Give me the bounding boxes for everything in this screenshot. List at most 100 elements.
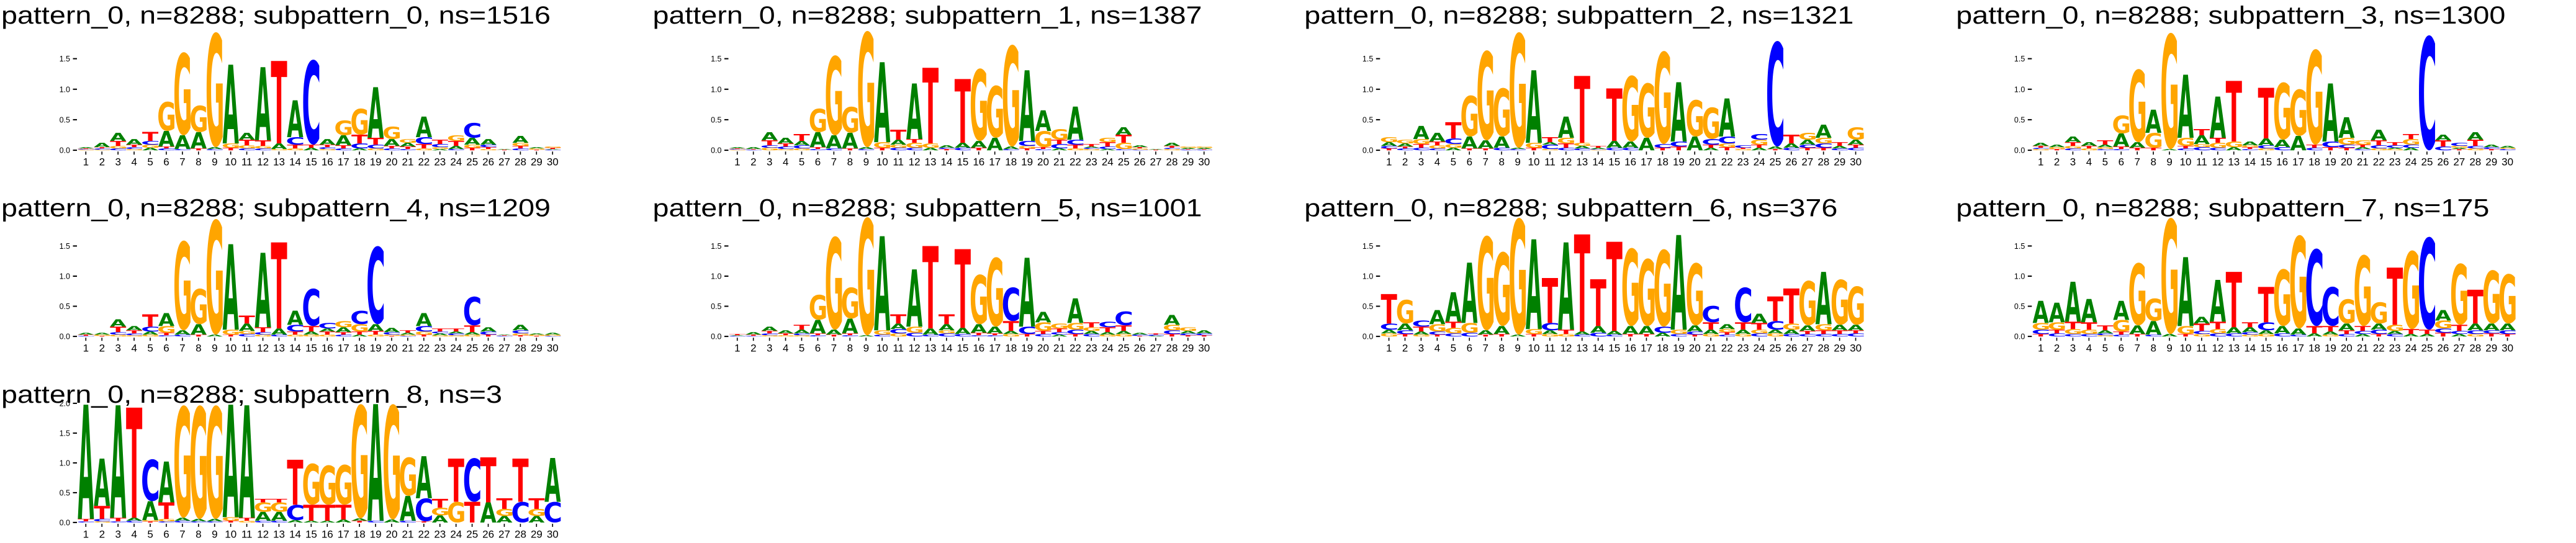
svg-text:6: 6 [1467, 156, 1472, 168]
svg-text:5: 5 [147, 343, 153, 354]
svg-text:24: 24 [1754, 156, 1765, 168]
svg-text:24: 24 [450, 529, 462, 541]
svg-text:21: 21 [1705, 343, 1717, 354]
svg-text:4: 4 [131, 529, 137, 541]
svg-text:1: 1 [83, 529, 89, 541]
svg-text:7: 7 [2134, 156, 2140, 168]
svg-text:19: 19 [1673, 343, 1685, 354]
svg-text:5: 5 [1451, 343, 1456, 354]
svg-text:8: 8 [847, 343, 853, 354]
svg-text:pattern_0, n=8288; subpattern_: pattern_0, n=8288; subpattern_1, ns=1387 [653, 2, 1202, 29]
svg-text:3: 3 [2070, 156, 2076, 168]
svg-text:1: 1 [2038, 343, 2043, 354]
svg-text:9: 9 [212, 343, 217, 354]
svg-text:18: 18 [2308, 343, 2320, 354]
svg-text:13: 13 [273, 529, 285, 541]
svg-text:3: 3 [115, 529, 120, 541]
svg-text:8: 8 [196, 529, 201, 541]
svg-text:6: 6 [815, 156, 821, 168]
svg-text:9: 9 [212, 156, 217, 168]
svg-text:3: 3 [1418, 343, 1424, 354]
svg-text:17: 17 [2292, 156, 2304, 168]
svg-text:3: 3 [2070, 343, 2076, 354]
svg-text:24: 24 [450, 343, 462, 354]
svg-text:7: 7 [2134, 343, 2140, 354]
svg-text:23: 23 [434, 156, 446, 168]
svg-text:1: 1 [734, 156, 740, 168]
svg-text:28: 28 [1817, 343, 1829, 354]
svg-text:10: 10 [2180, 156, 2192, 168]
svg-text:27: 27 [1150, 343, 1162, 354]
svg-text:0.5: 0.5 [60, 116, 70, 125]
svg-text:16: 16 [973, 156, 984, 168]
svg-text:21: 21 [1705, 156, 1717, 168]
svg-text:20: 20 [1689, 343, 1701, 354]
svg-text:13: 13 [2228, 343, 2240, 354]
svg-text:18: 18 [354, 343, 366, 354]
svg-text:10: 10 [225, 529, 236, 541]
svg-text:29: 29 [1182, 343, 1194, 354]
svg-text:29: 29 [1834, 156, 1845, 168]
svg-text:1: 1 [2038, 156, 2043, 168]
svg-text:1.5: 1.5 [2014, 242, 2025, 251]
svg-text:8: 8 [1498, 343, 1504, 354]
svg-text:14: 14 [941, 343, 953, 354]
svg-text:23: 23 [434, 529, 446, 541]
svg-text:22: 22 [1070, 156, 1081, 168]
svg-text:6: 6 [163, 156, 169, 168]
svg-text:26: 26 [2437, 156, 2449, 168]
svg-text:15: 15 [305, 529, 317, 541]
svg-text:12: 12 [257, 156, 269, 168]
svg-text:21: 21 [402, 529, 414, 541]
svg-text:28: 28 [515, 156, 526, 168]
svg-text:6: 6 [815, 343, 821, 354]
svg-text:24: 24 [1102, 343, 1114, 354]
svg-text:13: 13 [273, 343, 285, 354]
svg-text:23: 23 [1737, 156, 1749, 168]
svg-text:27: 27 [498, 156, 510, 168]
svg-text:25: 25 [466, 343, 478, 354]
svg-text:21: 21 [402, 156, 414, 168]
svg-text:28: 28 [2469, 343, 2481, 354]
svg-text:24: 24 [2405, 343, 2417, 354]
svg-text:7: 7 [1482, 343, 1488, 354]
svg-text:13: 13 [273, 156, 285, 168]
svg-text:0.5: 0.5 [711, 302, 721, 311]
svg-text:4: 4 [131, 343, 137, 354]
svg-text:13: 13 [925, 156, 937, 168]
svg-text:0.5: 0.5 [711, 116, 721, 125]
svg-text:26: 26 [482, 343, 494, 354]
svg-text:1: 1 [734, 343, 740, 354]
svg-text:17: 17 [338, 529, 349, 541]
svg-text:21: 21 [2357, 343, 2369, 354]
svg-text:8: 8 [2150, 343, 2156, 354]
svg-text:pattern_0, n=8288; subpattern_: pattern_0, n=8288; subpattern_2, ns=1321 [1304, 2, 1853, 29]
svg-text:11: 11 [241, 343, 253, 354]
svg-text:20: 20 [386, 529, 398, 541]
svg-text:24: 24 [450, 156, 462, 168]
svg-text:19: 19 [2325, 343, 2336, 354]
svg-text:9: 9 [2166, 343, 2172, 354]
svg-text:25: 25 [1118, 156, 1130, 168]
svg-text:23: 23 [1086, 343, 1097, 354]
svg-text:17: 17 [1641, 156, 1652, 168]
svg-text:18: 18 [1657, 156, 1669, 168]
svg-text:28: 28 [1817, 156, 1829, 168]
svg-text:24: 24 [1754, 343, 1765, 354]
svg-text:26: 26 [1134, 343, 1146, 354]
svg-text:15: 15 [957, 343, 968, 354]
svg-text:10: 10 [876, 156, 888, 168]
svg-text:12: 12 [2212, 156, 2223, 168]
svg-text:4: 4 [2086, 343, 2092, 354]
svg-text:22: 22 [418, 529, 430, 541]
svg-text:27: 27 [2453, 156, 2465, 168]
svg-text:0.5: 0.5 [2014, 116, 2025, 125]
svg-text:22: 22 [418, 343, 430, 354]
svg-text:6: 6 [1467, 343, 1472, 354]
svg-text:20: 20 [2341, 343, 2353, 354]
svg-text:30: 30 [1198, 343, 1210, 354]
svg-text:29: 29 [2485, 156, 2497, 168]
svg-text:15: 15 [305, 343, 317, 354]
svg-text:19: 19 [370, 529, 382, 541]
svg-text:8: 8 [2150, 156, 2156, 168]
